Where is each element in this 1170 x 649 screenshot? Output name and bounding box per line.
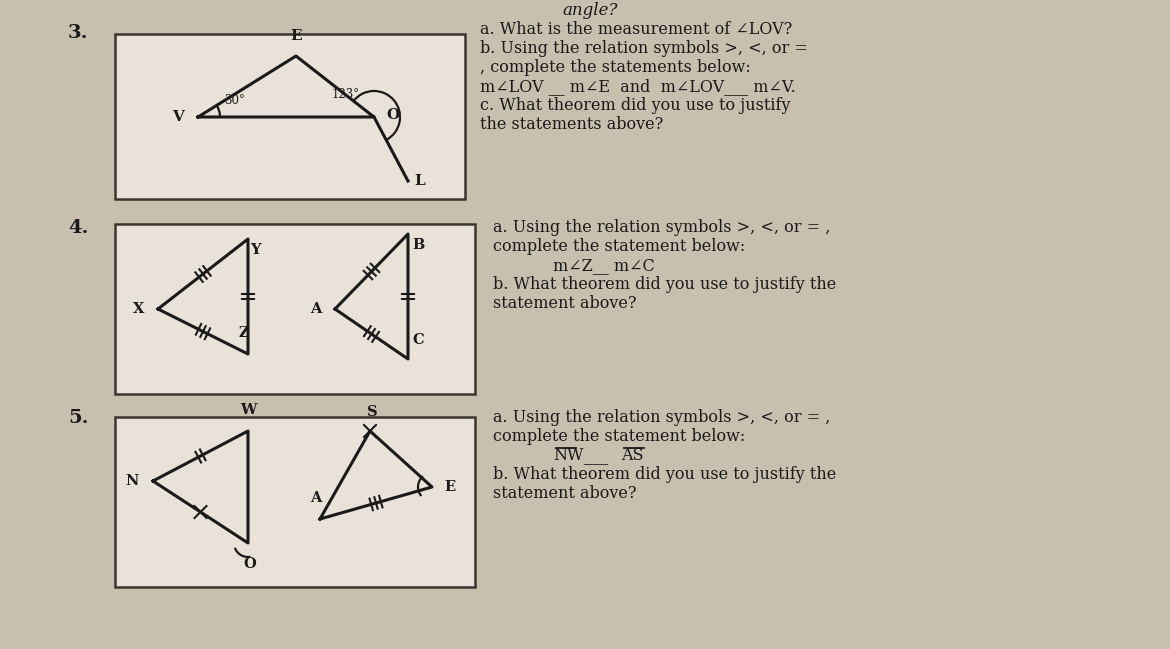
- Text: O: O: [243, 557, 256, 571]
- FancyBboxPatch shape: [115, 34, 464, 199]
- Text: angle?: angle?: [563, 2, 618, 19]
- Text: V: V: [172, 110, 184, 124]
- Text: S: S: [366, 405, 377, 419]
- Text: X: X: [132, 302, 144, 316]
- Text: 4.: 4.: [68, 219, 89, 237]
- Text: a. Using the relation symbols >, <, or = ,: a. Using the relation symbols >, <, or =…: [493, 409, 831, 426]
- FancyBboxPatch shape: [115, 417, 475, 587]
- Text: E: E: [443, 480, 455, 494]
- Text: the statements above?: the statements above?: [480, 116, 663, 133]
- Text: W: W: [240, 403, 256, 417]
- Text: m∠LOV __ m∠E  and  m∠LOV___ m∠V.: m∠LOV __ m∠E and m∠LOV___ m∠V.: [480, 78, 796, 95]
- Text: NW: NW: [553, 447, 584, 464]
- Text: 5.: 5.: [68, 409, 89, 427]
- Text: A: A: [310, 491, 322, 505]
- Text: 3.: 3.: [68, 24, 89, 42]
- Text: a. What is the measurement of ∠LOV?: a. What is the measurement of ∠LOV?: [480, 21, 792, 38]
- Text: , complete the statements below:: , complete the statements below:: [480, 59, 751, 76]
- Text: b. What theorem did you use to justify the: b. What theorem did you use to justify t…: [493, 466, 837, 483]
- Text: ___: ___: [579, 447, 613, 464]
- Text: C: C: [412, 333, 424, 347]
- Text: statement above?: statement above?: [493, 295, 636, 312]
- Text: Y: Y: [250, 243, 261, 257]
- Text: complete the statement below:: complete the statement below:: [493, 428, 745, 445]
- Text: b. What theorem did you use to justify the: b. What theorem did you use to justify t…: [493, 276, 837, 293]
- Text: B: B: [412, 238, 425, 252]
- Text: a. Using the relation symbols >, <, or = ,: a. Using the relation symbols >, <, or =…: [493, 219, 831, 236]
- Text: c. What theorem did you use to justify: c. What theorem did you use to justify: [480, 97, 791, 114]
- Text: complete the statement below:: complete the statement below:: [493, 238, 745, 255]
- Text: L: L: [414, 174, 425, 188]
- Text: m∠Z__ m∠C: m∠Z__ m∠C: [553, 257, 655, 274]
- Text: O: O: [386, 108, 399, 122]
- Text: N: N: [125, 474, 139, 488]
- Text: E: E: [290, 29, 302, 43]
- Text: A: A: [310, 302, 321, 316]
- Text: statement above?: statement above?: [493, 485, 636, 502]
- FancyBboxPatch shape: [115, 224, 475, 394]
- Text: 30°: 30°: [223, 94, 245, 107]
- Text: Z: Z: [239, 326, 249, 340]
- Text: 123°: 123°: [332, 88, 360, 101]
- Text: b. Using the relation symbols >, <, or =: b. Using the relation symbols >, <, or =: [480, 40, 807, 57]
- Text: AS: AS: [621, 447, 644, 464]
